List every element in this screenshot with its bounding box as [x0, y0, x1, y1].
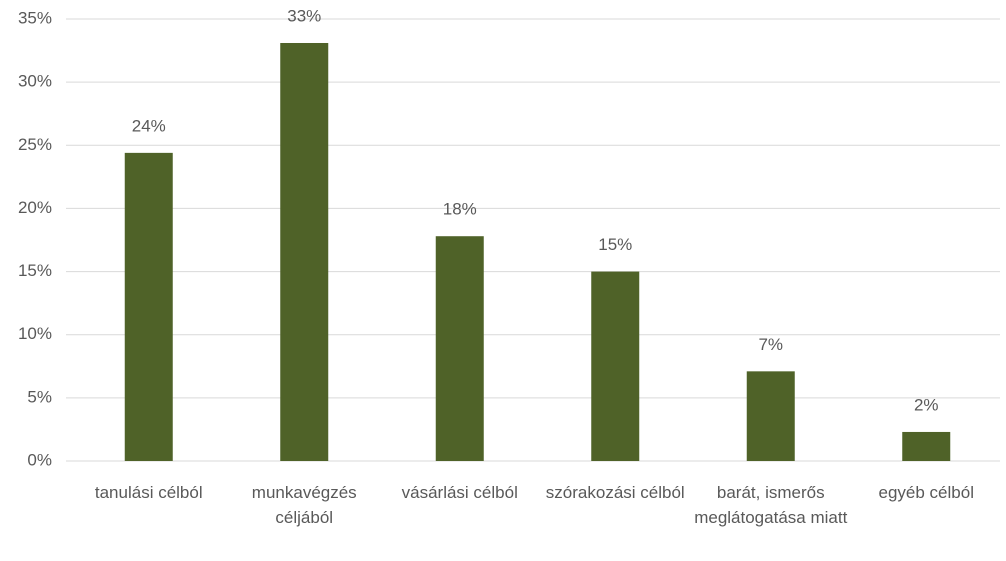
y-tick-label: 10% [18, 324, 52, 343]
bar [746, 371, 795, 461]
y-tick-label: 25% [18, 135, 52, 154]
x-tick-label: munkavégzés céljából [252, 483, 357, 527]
bar [124, 152, 173, 461]
y-tick-label: 5% [27, 387, 52, 406]
bar [280, 42, 329, 461]
y-tick-label: 35% [18, 8, 52, 27]
bar [902, 431, 951, 461]
bar [591, 271, 640, 461]
bar [435, 236, 484, 461]
data-label: 18% [443, 200, 477, 219]
y-tick-label: 30% [18, 72, 52, 91]
data-label: 33% [287, 6, 321, 25]
data-label: 15% [598, 235, 632, 254]
y-tick-label: 15% [18, 261, 52, 280]
x-tick-label: tanulási célból [95, 483, 203, 502]
data-label: 24% [132, 116, 166, 135]
x-tick-label: vásárlási célból [402, 483, 518, 502]
data-label: 2% [914, 395, 939, 414]
x-tick-label: egyéb célból [879, 483, 974, 502]
x-tick-label: szórakozási célból [546, 483, 685, 502]
x-tick-label: barát, ismerős meglátogatása miatt [694, 483, 847, 527]
y-tick-label: 20% [18, 198, 52, 217]
data-label: 7% [758, 335, 783, 354]
y-tick-label: 0% [27, 450, 52, 469]
